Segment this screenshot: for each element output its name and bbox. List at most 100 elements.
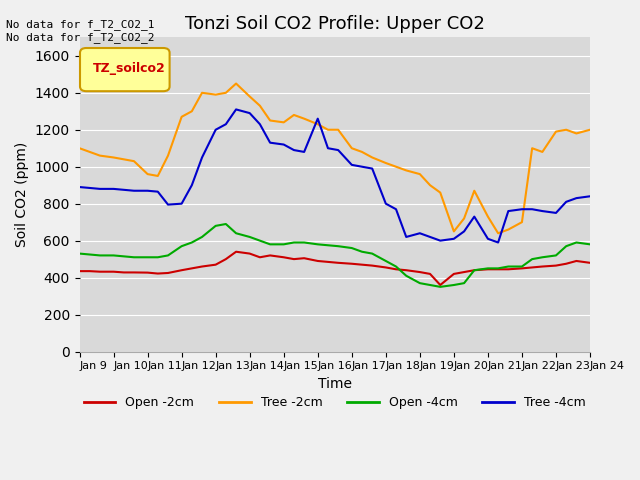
Tree -2cm [120,156,127,162]
Tree -4cm [212,127,220,132]
Tree -4cm [86,185,93,191]
Open -2cm [290,256,298,262]
Title: Tonzi Soil CO2 Profile: Upper CO2: Tonzi Soil CO2 Profile: Upper CO2 [185,15,484,33]
Open -2cm [334,260,342,266]
Open -4cm [358,249,366,254]
Open -2cm [450,271,458,277]
Tree -4cm [96,186,104,192]
Tree -2cm [246,94,253,99]
Open -2cm [154,271,162,276]
Open -4cm [178,243,186,249]
Tree -2cm [144,171,152,177]
Tree -2cm [484,214,492,219]
Open -4cm [86,252,93,257]
Open -4cm [484,265,492,271]
Tree -4cm [324,145,332,151]
Tree -4cm [198,155,206,160]
Open -4cm [494,265,502,271]
Tree -2cm [358,149,366,155]
Tree -2cm [290,112,298,118]
Tree -2cm [86,149,93,155]
Open -4cm [222,221,230,227]
Tree -4cm [334,147,342,153]
Open -2cm [552,263,560,268]
Open -4cm [120,253,127,259]
Tree -4cm [586,193,594,199]
Open -2cm [324,259,332,265]
Open -4cm [314,241,321,247]
Tree -2cm [178,114,186,120]
Open -2cm [246,251,253,256]
Line: Open -2cm: Open -2cm [79,252,590,285]
Tree -2cm [222,90,230,96]
Tree -4cm [460,228,468,234]
Tree -4cm [382,201,390,206]
Text: No data for f_T2_CO2_1
No data for f_T2_CO2_2: No data for f_T2_CO2_1 No data for f_T2_… [6,19,155,43]
Open -2cm [586,260,594,266]
Tree -4cm [416,230,424,236]
Y-axis label: Soil CO2 (ppm): Soil CO2 (ppm) [15,142,29,247]
Open -4cm [528,256,536,262]
Open -2cm [538,264,546,269]
Tree -2cm [334,127,342,132]
Tree -2cm [266,118,274,123]
Tree -2cm [232,81,240,86]
Open -2cm [392,266,400,272]
Open -4cm [76,251,83,256]
Open -2cm [86,268,93,274]
Open -2cm [280,254,287,260]
Open -4cm [518,264,526,269]
Tree -4cm [300,149,308,155]
Open -2cm [232,249,240,254]
Tree -4cm [222,121,230,127]
Tree -2cm [504,227,512,232]
Open -2cm [144,270,152,276]
Tree -2cm [154,173,162,179]
Open -4cm [563,243,570,249]
Tree -4cm [552,210,560,216]
Tree -2cm [164,153,172,158]
Open -4cm [130,254,138,260]
Open -2cm [76,268,83,274]
Tree -4cm [484,236,492,241]
Legend: Open -2cm, Tree -2cm, Open -4cm, Tree -4cm: Open -2cm, Tree -2cm, Open -4cm, Tree -4… [79,391,590,414]
Tree -2cm [198,90,206,96]
Open -2cm [460,269,468,275]
Open -2cm [314,258,321,264]
Tree -4cm [178,201,186,206]
Open -4cm [392,264,400,269]
Tree -2cm [494,230,502,236]
Open -2cm [504,266,512,272]
Open -4cm [256,238,264,243]
Tree -4cm [403,234,410,240]
Open -4cm [154,254,162,260]
Tree -2cm [436,190,444,195]
Line: Open -4cm: Open -4cm [79,224,590,287]
Tree -2cm [538,149,546,155]
Open -4cm [290,240,298,245]
Open -2cm [426,271,434,277]
Tree -2cm [450,228,458,234]
Tree -4cm [538,208,546,214]
Tree -2cm [470,188,478,193]
Open -2cm [416,269,424,275]
Tree -4cm [154,189,162,194]
Open -4cm [188,240,196,245]
Open -4cm [573,240,580,245]
Tree -4cm [450,236,458,241]
Open -4cm [426,282,434,288]
Open -2cm [96,269,104,275]
Tree -4cm [314,116,321,121]
Tree -4cm [470,214,478,219]
Open -2cm [573,258,580,264]
Open -4cm [198,234,206,240]
Open -4cm [552,252,560,258]
Open -4cm [266,241,274,247]
Open -2cm [130,270,138,276]
Open -4cm [382,258,390,264]
Tree -4cm [426,234,434,240]
Tree -2cm [460,216,468,221]
Tree -4cm [232,107,240,112]
Open -2cm [403,267,410,273]
Open -2cm [436,282,444,288]
